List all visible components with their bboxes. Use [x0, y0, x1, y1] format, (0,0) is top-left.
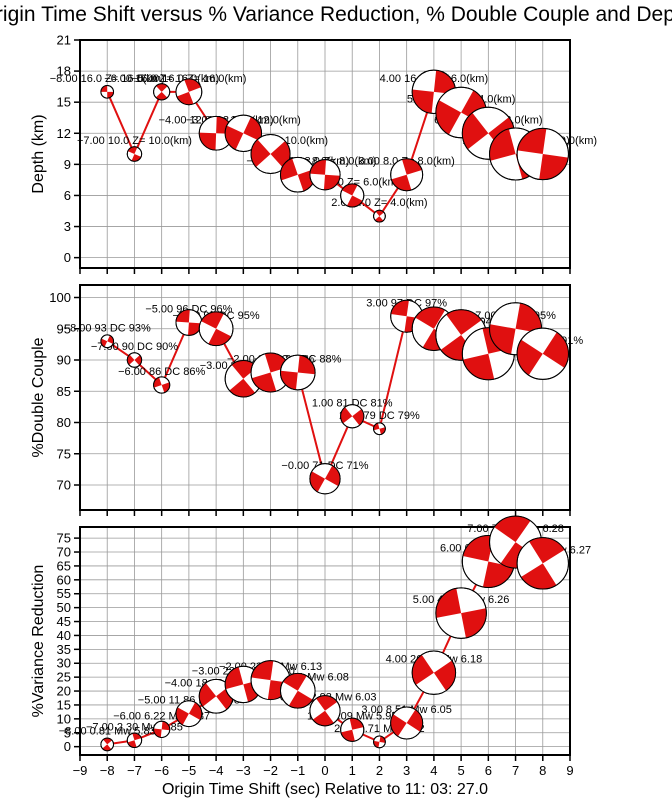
- beachball-marker: [153, 83, 171, 101]
- beachball-marker: [340, 183, 365, 208]
- y-tick-label: 10: [57, 711, 71, 726]
- beachball-marker: [516, 327, 569, 380]
- y-axis-label: Depth (km): [30, 114, 47, 193]
- y-tick-label: 25: [57, 670, 71, 685]
- beachball-marker: [250, 133, 291, 175]
- y-tick-label: 100: [49, 290, 71, 305]
- beachball-marker: [340, 404, 365, 429]
- beachball-marker: [435, 587, 487, 639]
- beachball-marker: [100, 737, 115, 752]
- panel-2: 70 75 80 85 90 95 100 %Double Couple −8.00 93 DC…: [30, 284, 583, 516]
- y-tick-label: 40: [57, 628, 71, 643]
- x-tick-label: −9: [73, 763, 88, 778]
- y-tick-label: 65: [57, 558, 71, 573]
- x-tick-label: −4: [209, 763, 224, 778]
- x-tick-label: −8: [100, 763, 115, 778]
- y-tick-label: 70: [57, 478, 71, 493]
- x-tick-label: 3: [403, 763, 410, 778]
- beachball-marker: [340, 717, 365, 742]
- y-tick-label: 12: [57, 126, 71, 141]
- y-axis-label: %Variance Reduction: [30, 565, 47, 718]
- beachball-marker: [175, 309, 203, 336]
- y-axis-label: %Double Couple: [30, 337, 47, 457]
- beachball-marker: [126, 146, 143, 162]
- y-tick-label: 15: [57, 95, 71, 110]
- beachball-marker: [100, 84, 115, 99]
- beachball-marker: [373, 209, 386, 223]
- point-label: 1.00 81 DC 81%: [312, 397, 393, 409]
- beachball-marker: [153, 720, 171, 738]
- y-tick-label: 21: [57, 33, 71, 48]
- point-label: −7.00 10.0 Z= 10.0(km): [77, 135, 192, 147]
- beachball-marker: [198, 678, 234, 714]
- y-tick-label: 95: [57, 321, 71, 336]
- point-label: −6.00 86 DC 86%: [118, 366, 205, 378]
- beachball-marker: [516, 127, 569, 181]
- panel-1: 0 3 6 9 12 15 18 21 Depth (km) −8.00 16.0 Z= 16.0…: [30, 33, 597, 274]
- beachball-marker: [309, 159, 341, 191]
- point-label: −8.00 93 DC 93%: [64, 322, 151, 334]
- x-axis-label: Origin Time Shift (sec) Relative to 11: …: [162, 781, 488, 798]
- x-tick-label: −3: [236, 763, 251, 778]
- beachball-marker: [516, 537, 569, 590]
- x-tick-label: 8: [539, 763, 546, 778]
- beachball-marker: [390, 158, 424, 192]
- x-tick-label: 1: [349, 763, 356, 778]
- x-tick-label: 4: [430, 763, 437, 778]
- y-tick-label: 70: [57, 545, 71, 560]
- beachball-marker: [153, 376, 171, 394]
- y-tick-label: 15: [57, 697, 71, 712]
- x-tick-label: 2: [376, 763, 383, 778]
- beachball-marker: [390, 706, 424, 740]
- x-tick-label: −7: [127, 763, 142, 778]
- point-label: −8.00 16.0 Z= 16.0(km): [50, 73, 165, 85]
- y-tick-label: 3: [64, 219, 71, 234]
- y-tick-label: 85: [57, 384, 71, 399]
- x-tick-label: 7: [512, 763, 519, 778]
- y-tick-label: 75: [57, 531, 71, 546]
- x-tick-label: −1: [290, 763, 305, 778]
- beachball-marker: [279, 672, 316, 709]
- y-tick-label: 30: [57, 656, 71, 671]
- y-tick-label: 75: [57, 446, 71, 461]
- y-tick-label: 55: [57, 586, 71, 601]
- x-tick-label: 5: [457, 763, 464, 778]
- x-tick-label: 0: [321, 763, 328, 778]
- x-tick-label: −6: [154, 763, 169, 778]
- beachball-marker: [309, 463, 341, 495]
- beachball-marker: [373, 422, 386, 436]
- beachball-marker: [100, 334, 115, 349]
- chart-title: Origin Time Shift versus % Variance Redu…: [0, 3, 672, 26]
- x-tick-label: 9: [566, 763, 573, 778]
- y-tick-label: 9: [64, 157, 71, 172]
- beachball-marker: [411, 650, 457, 695]
- x-tick-label: −5: [181, 763, 196, 778]
- y-tick-label: 0: [64, 250, 71, 265]
- beachball-marker: [224, 114, 263, 152]
- beachball-marker: [126, 732, 143, 748]
- y-tick-label: 90: [57, 353, 71, 368]
- beachball-marker: [198, 311, 234, 347]
- y-tick-label: 5: [64, 725, 71, 740]
- beachball-marker: [175, 700, 203, 728]
- y-tick-label: 0: [64, 739, 71, 754]
- y-tick-label: 45: [57, 614, 71, 629]
- beachball-marker: [175, 78, 203, 106]
- beachball-marker: [279, 354, 316, 391]
- beachball-marker: [373, 735, 386, 749]
- y-tick-label: 60: [57, 572, 71, 587]
- beachball-marker: [126, 352, 143, 368]
- x-tick-label: −2: [263, 763, 278, 778]
- y-tick-label: 18: [57, 64, 71, 79]
- y-tick-label: 6: [64, 188, 71, 203]
- y-tick-label: 50: [57, 600, 71, 615]
- y-tick-label: 80: [57, 415, 71, 430]
- y-tick-label: 35: [57, 642, 71, 657]
- x-tick-label: 6: [485, 763, 492, 778]
- beachball-marker: [309, 695, 341, 727]
- y-tick-label: 20: [57, 684, 71, 699]
